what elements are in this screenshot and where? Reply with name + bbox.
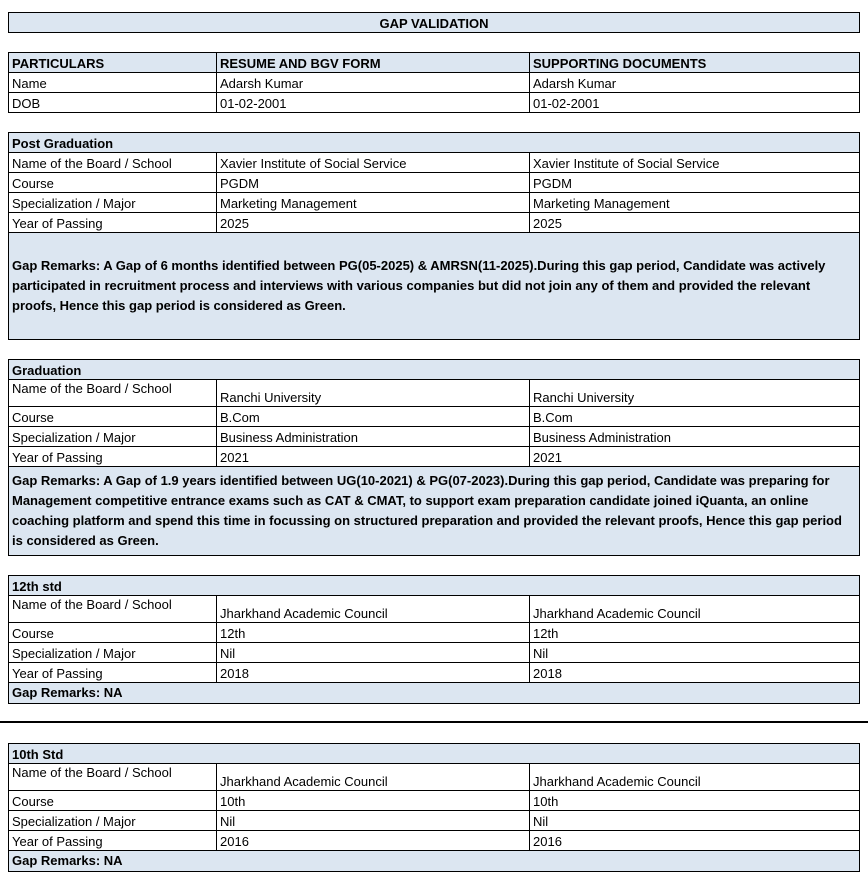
col-particulars: PARTICULARS — [8, 52, 217, 73]
row-label: Year of Passing — [8, 830, 217, 851]
table-row: Specialization / Major Marketing Managem… — [8, 192, 860, 213]
header-row: PARTICULARS RESUME AND BGV FORM SUPPORTI… — [8, 52, 860, 73]
row-label: Name of the Board / School — [8, 595, 217, 623]
row-label: Course — [8, 172, 217, 193]
row-label: Name of the Board / School — [8, 152, 217, 173]
row-label: Course — [8, 622, 217, 643]
table-row: Year of Passing 2025 2025 — [8, 212, 860, 233]
table-row: Year of Passing 2018 2018 — [8, 662, 860, 683]
resume-value: 2025 — [216, 212, 530, 233]
resume-value: Jharkhand Academic Council — [216, 595, 530, 623]
table-row: Name of the Board / School Xavier Instit… — [8, 152, 860, 173]
row-label: Year of Passing — [8, 446, 217, 467]
section-title: Post Graduation — [8, 132, 860, 153]
section-table: 10th Std Name of the Board / School Jhar… — [8, 743, 860, 872]
row-label: Specialization / Major — [8, 426, 217, 447]
docs-value: 2025 — [529, 212, 860, 233]
row-label: Specialization / Major — [8, 810, 217, 831]
resume-value: Business Administration — [216, 426, 530, 447]
section-table: Post Graduation Name of the Board / Scho… — [8, 132, 860, 340]
table-row: Name of the Board / School Ranchi Univer… — [8, 379, 860, 407]
table-row: Course B.Com B.Com — [8, 406, 860, 427]
col-resume: RESUME AND BGV FORM — [216, 52, 530, 73]
docs-value: Nil — [529, 642, 860, 663]
docs-value: Jharkhand Academic Council — [529, 595, 860, 623]
table-row: Year of Passing 2016 2016 — [8, 830, 860, 851]
resume-value: 10th — [216, 790, 530, 811]
section-table: Graduation Name of the Board / School Ra… — [8, 359, 860, 556]
docs-value: Business Administration — [529, 426, 860, 447]
docs-value: Nil — [529, 810, 860, 831]
row-label: Specialization / Major — [8, 642, 217, 663]
table-row: Specialization / Major Business Administ… — [8, 426, 860, 447]
resume-value: PGDM — [216, 172, 530, 193]
gap-remarks: Gap Remarks: A Gap of 1.9 years identifi… — [8, 466, 860, 556]
docs-value: 2018 — [529, 662, 860, 683]
resume-value: Adarsh Kumar — [216, 72, 530, 93]
row-label: Year of Passing — [8, 212, 217, 233]
divider — [0, 721, 868, 723]
docs-value: PGDM — [529, 172, 860, 193]
docs-value: Jharkhand Academic Council — [529, 763, 860, 791]
docs-value: Adarsh Kumar — [529, 72, 860, 93]
table-row: Name of the Board / School Jharkhand Aca… — [8, 763, 860, 791]
table-row: Specialization / Major Nil Nil — [8, 642, 860, 663]
table-row: DOB 01-02-2001 01-02-2001 — [8, 92, 860, 113]
table-row: Course 10th 10th — [8, 790, 860, 811]
resume-value: Ranchi University — [216, 379, 530, 407]
row-label: Name — [8, 72, 217, 93]
personal-table: PARTICULARS RESUME AND BGV FORM SUPPORTI… — [8, 52, 860, 113]
table-row: Year of Passing 2021 2021 — [8, 446, 860, 467]
resume-value: 12th — [216, 622, 530, 643]
row-label: Course — [8, 790, 217, 811]
section-title: 10th Std — [8, 743, 860, 764]
table-row: Name of the Board / School Jharkhand Aca… — [8, 595, 860, 623]
row-label: Name of the Board / School — [8, 379, 217, 407]
table-row: Specialization / Major Nil Nil — [8, 810, 860, 831]
section-table: 12th std Name of the Board / School Jhar… — [8, 575, 860, 704]
row-label: Year of Passing — [8, 662, 217, 683]
page-title: GAP VALIDATION — [8, 12, 860, 33]
docs-value: Xavier Institute of Social Service — [529, 152, 860, 173]
docs-value: 12th — [529, 622, 860, 643]
resume-value: Marketing Management — [216, 192, 530, 213]
docs-value: 2021 — [529, 446, 860, 467]
resume-value: Nil — [216, 642, 530, 663]
docs-value: 01-02-2001 — [529, 92, 860, 113]
row-label: Course — [8, 406, 217, 427]
docs-value: Ranchi University — [529, 379, 860, 407]
row-label: DOB — [8, 92, 217, 113]
docs-value: 10th — [529, 790, 860, 811]
docs-value: 2016 — [529, 830, 860, 851]
resume-value: 2021 — [216, 446, 530, 467]
resume-value: 2016 — [216, 830, 530, 851]
section-title: 12th std — [8, 575, 860, 596]
row-label: Specialization / Major — [8, 192, 217, 213]
resume-value: Nil — [216, 810, 530, 831]
resume-value: B.Com — [216, 406, 530, 427]
gap-remarks: Gap Remarks: NA — [8, 850, 860, 872]
resume-value: 01-02-2001 — [216, 92, 530, 113]
gap-remarks: Gap Remarks: A Gap of 6 months identifie… — [8, 232, 860, 340]
docs-value: Marketing Management — [529, 192, 860, 213]
col-docs: SUPPORTING DOCUMENTS — [529, 52, 860, 73]
resume-value: Xavier Institute of Social Service — [216, 152, 530, 173]
table-row: Course PGDM PGDM — [8, 172, 860, 193]
title-table: GAP VALIDATION — [8, 12, 860, 33]
gap-remarks: Gap Remarks: NA — [8, 682, 860, 704]
table-row: Course 12th 12th — [8, 622, 860, 643]
row-label: Name of the Board / School — [8, 763, 217, 791]
section-title: Graduation — [8, 359, 860, 380]
resume-value: 2018 — [216, 662, 530, 683]
docs-value: B.Com — [529, 406, 860, 427]
table-row: Name Adarsh Kumar Adarsh Kumar — [8, 72, 860, 93]
resume-value: Jharkhand Academic Council — [216, 763, 530, 791]
